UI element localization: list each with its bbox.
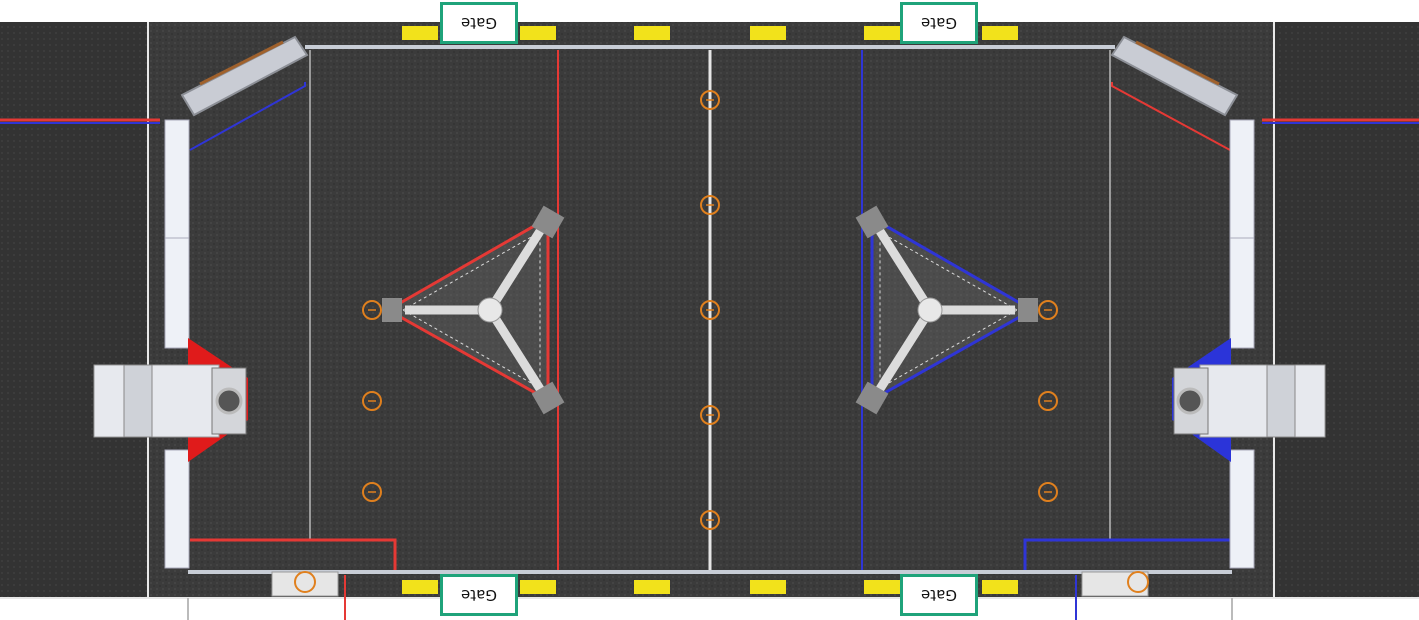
- blue-driver-station: [1172, 338, 1326, 462]
- bottom-fixture-left: [271, 571, 339, 597]
- corner-rack-top-right: [1110, 35, 1239, 117]
- bottom-fixture-right: [1081, 571, 1149, 597]
- yellow-markers: [402, 26, 1018, 594]
- corner-rack-top-left: [180, 35, 309, 117]
- gate-label-top-left: Gate: [440, 2, 518, 44]
- gate-label-top-right: Gate: [900, 2, 978, 44]
- gate-label-bottom-left: Gate: [440, 574, 518, 616]
- right-wall: [1229, 119, 1255, 569]
- gate-label-bottom-right: Gate: [900, 574, 978, 616]
- blue-hub: [855, 205, 1038, 415]
- red-hub: [382, 205, 565, 415]
- ring-markers: [362, 90, 1058, 530]
- red-driver-station: [93, 338, 248, 462]
- left-wall: [164, 119, 190, 569]
